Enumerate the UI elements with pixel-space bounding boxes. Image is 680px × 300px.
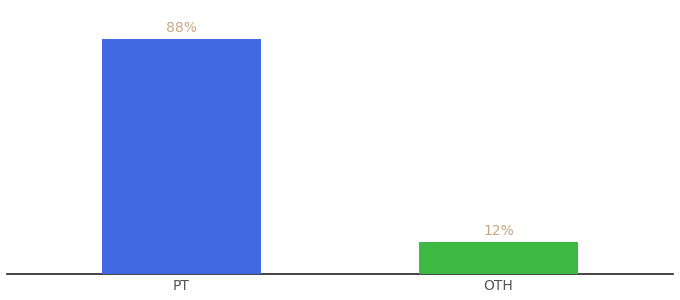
Text: 12%: 12% [483,224,514,238]
Text: 88%: 88% [166,21,197,35]
Bar [102,39,260,274]
Bar [420,242,578,274]
